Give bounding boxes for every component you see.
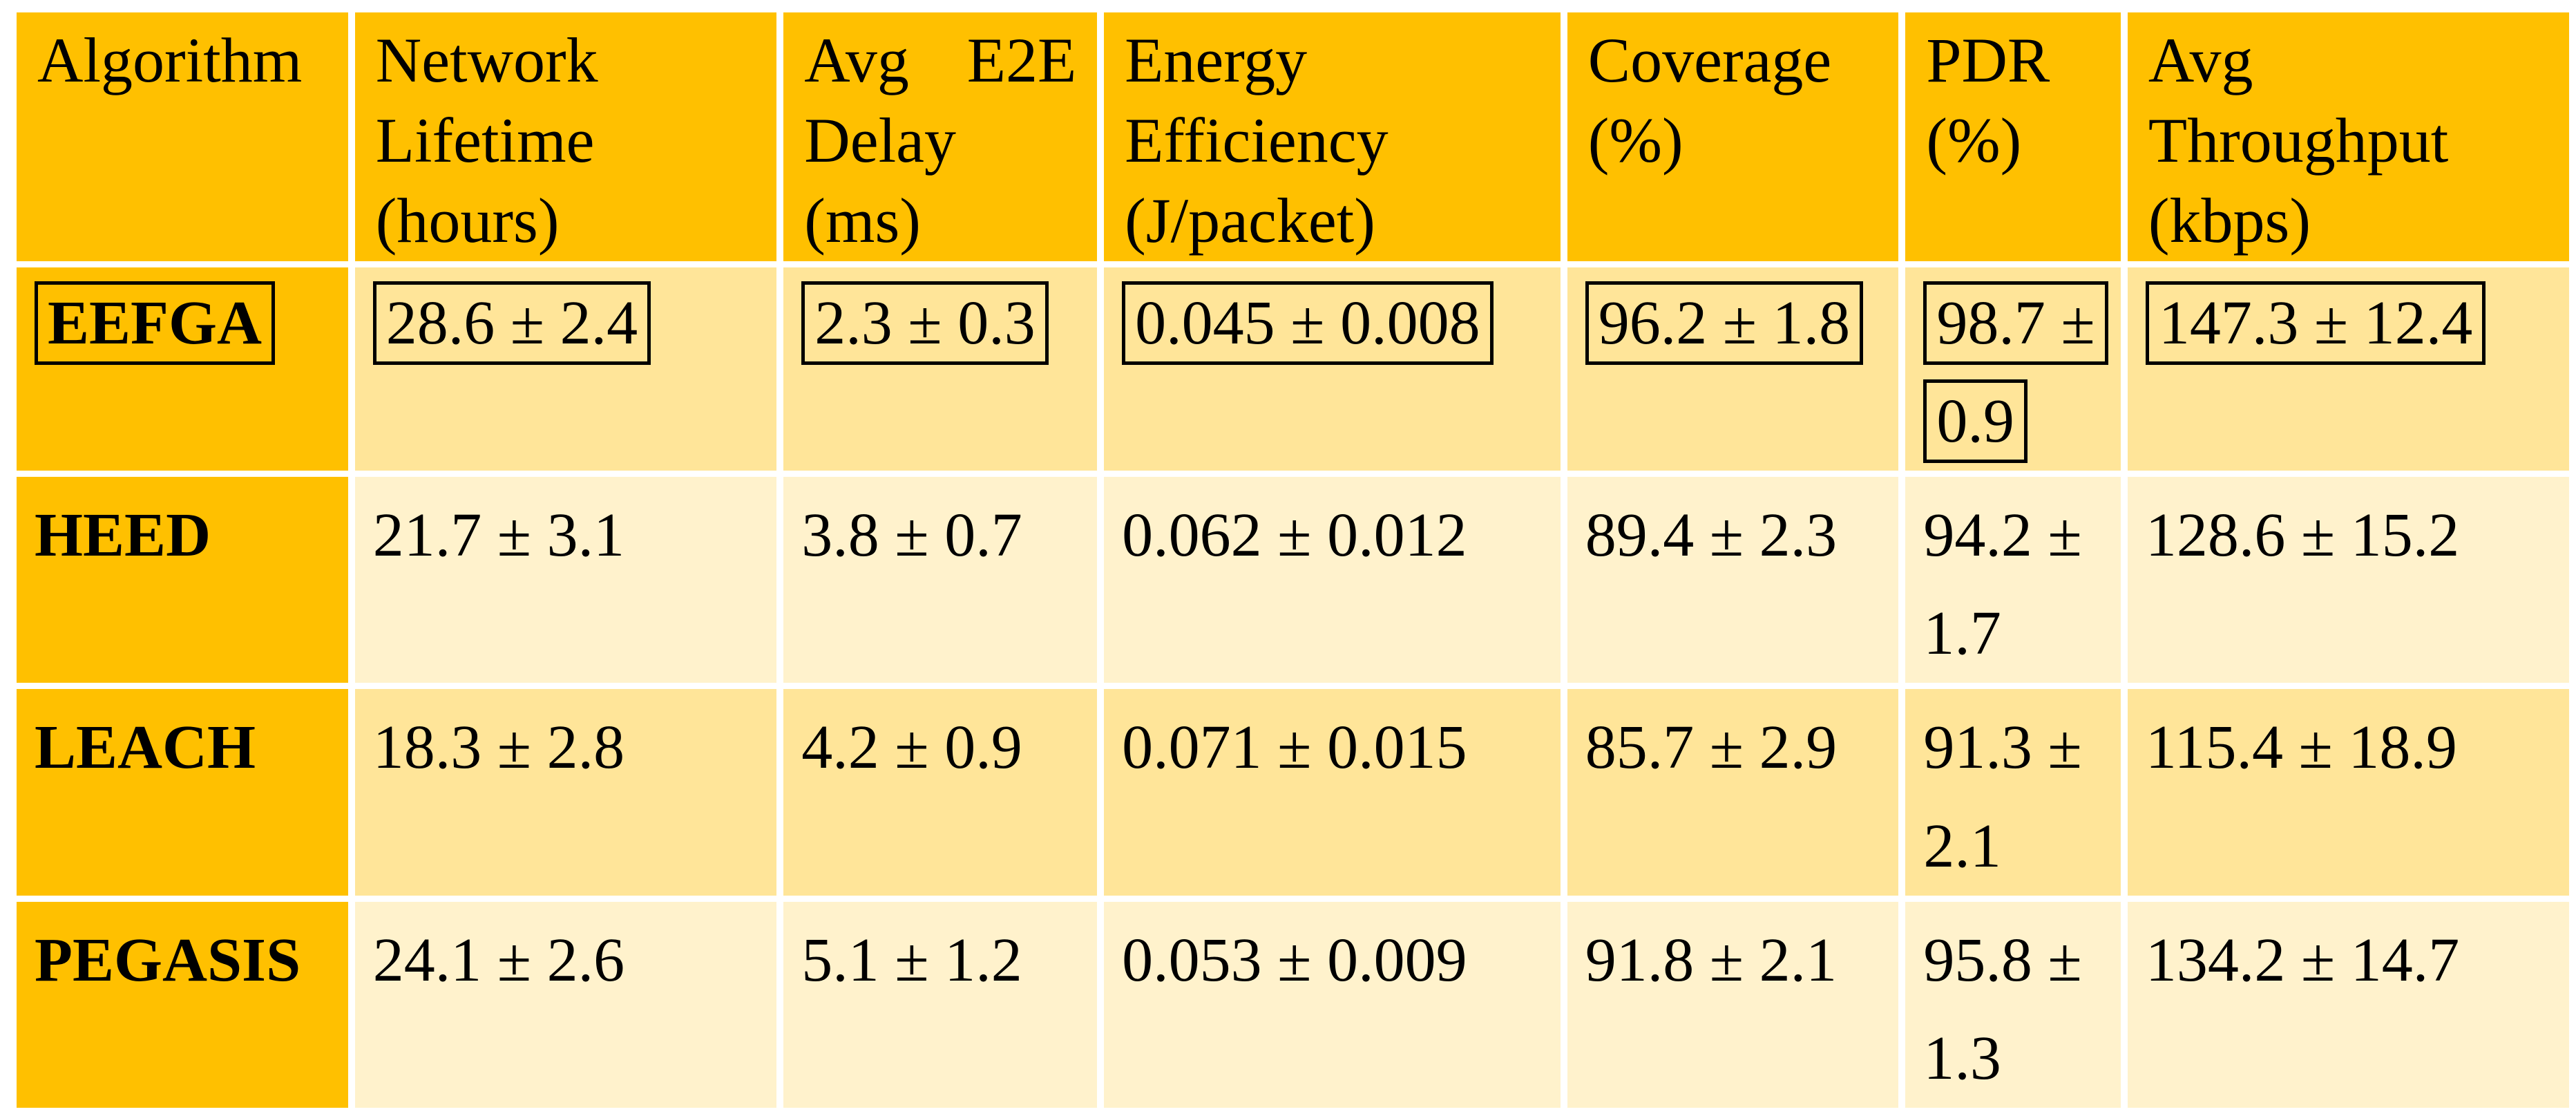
table-row-pegasis: PEGASIS 24.1 ± 2.6 5.1 ± 1.2 0.053 ± 0.0… (17, 901, 2569, 1108)
cell-eefga-energy-efficiency: 0.045 ± 0.008 (1104, 267, 1561, 471)
cell-heed-coverage: 89.4 ± 2.3 (1567, 477, 1899, 683)
highlight-box-avg-e2e-delay: 2.3 ± 0.3 (801, 281, 1049, 365)
highlight-box-pdr: 98.7 ± 0.9 (1923, 281, 2108, 463)
cell-eefga-avg-e2e-delay: 2.3 ± 0.3 (783, 267, 1098, 471)
cell-pegasis-network-lifetime: 24.1 ± 2.6 (354, 901, 777, 1108)
cell-leach-algorithm: LEACH (17, 689, 348, 896)
highlight-box-algorithm: EEFGA (35, 281, 276, 365)
cell-heed-pdr: 94.2 ± 1.7 (1905, 477, 2121, 683)
cell-leach-avg-throughput: 115.4 ± 18.9 (2127, 689, 2569, 896)
highlight-box-avg-throughput: 147.3 ± 12.4 (2145, 281, 2486, 365)
cell-leach-pdr: 91.3 ± 2.1 (1905, 689, 2121, 896)
cell-eefga-coverage: 96.2 ± 1.8 (1567, 267, 1899, 471)
table-row-leach: LEACH 18.3 ± 2.8 4.2 ± 0.9 0.071 ± 0.015… (17, 689, 2569, 896)
column-header-coverage: Coverage (%) (1567, 12, 1899, 261)
highlight-box-energy-efficiency: 0.045 ± 0.008 (1122, 281, 1494, 365)
cell-heed-energy-efficiency: 0.062 ± 0.012 (1104, 477, 1561, 683)
cell-eefga-network-lifetime: 28.6 ± 2.4 (354, 267, 777, 471)
cell-leach-network-lifetime: 18.3 ± 2.8 (354, 689, 777, 896)
cell-pegasis-pdr: 95.8 ± 1.3 (1905, 901, 2121, 1108)
column-header-pdr: PDR (%) (1905, 12, 2121, 261)
cell-leach-coverage: 85.7 ± 2.9 (1567, 689, 1899, 896)
column-header-avg-throughput: Avg Throughput (kbps) (2127, 12, 2569, 261)
table-row-eefga: EEFGA 28.6 ± 2.4 2.3 ± 0.3 0.045 ± 0.008… (17, 267, 2569, 471)
cell-heed-avg-e2e-delay: 3.8 ± 0.7 (783, 477, 1098, 683)
cell-heed-network-lifetime: 21.7 ± 3.1 (354, 477, 777, 683)
cell-pegasis-energy-efficiency: 0.053 ± 0.009 (1104, 901, 1561, 1108)
cell-pegasis-avg-throughput: 134.2 ± 14.7 (2127, 901, 2569, 1108)
performance-table-wrap: Algorithm Network Lifetime (hours) Avg E… (10, 6, 2576, 1114)
highlight-box-coverage: 96.2 ± 1.8 (1585, 281, 1864, 365)
cell-leach-energy-efficiency: 0.071 ± 0.015 (1104, 689, 1561, 896)
cell-eefga-avg-throughput: 147.3 ± 12.4 (2127, 267, 2569, 471)
table-row-heed: HEED 21.7 ± 3.1 3.8 ± 0.7 0.062 ± 0.012 … (17, 477, 2569, 683)
cell-pegasis-coverage: 91.8 ± 2.1 (1567, 901, 1899, 1108)
highlight-box-network-lifetime: 28.6 ± 2.4 (372, 281, 651, 365)
cell-eefga-pdr: 98.7 ± 0.9 (1905, 267, 2121, 471)
cell-pegasis-algorithm: PEGASIS (17, 901, 348, 1108)
header-row: Algorithm Network Lifetime (hours) Avg E… (17, 12, 2569, 261)
cell-leach-avg-e2e-delay: 4.2 ± 0.9 (783, 689, 1098, 896)
column-header-network-lifetime: Network Lifetime (hours) (354, 12, 777, 261)
cell-heed-algorithm: HEED (17, 477, 348, 683)
column-header-energy-efficiency: Energy Efficiency (J/packet) (1104, 12, 1561, 261)
column-header-avg-e2e-delay: Avg E2E Delay (ms) (783, 12, 1098, 261)
cell-pegasis-avg-e2e-delay: 5.1 ± 1.2 (783, 901, 1098, 1108)
cell-heed-avg-throughput: 128.6 ± 15.2 (2127, 477, 2569, 683)
column-header-algorithm: Algorithm (17, 12, 348, 261)
cell-eefga-algorithm: EEFGA (17, 267, 348, 471)
algorithm-performance-table: Algorithm Network Lifetime (hours) Avg E… (10, 6, 2576, 1114)
